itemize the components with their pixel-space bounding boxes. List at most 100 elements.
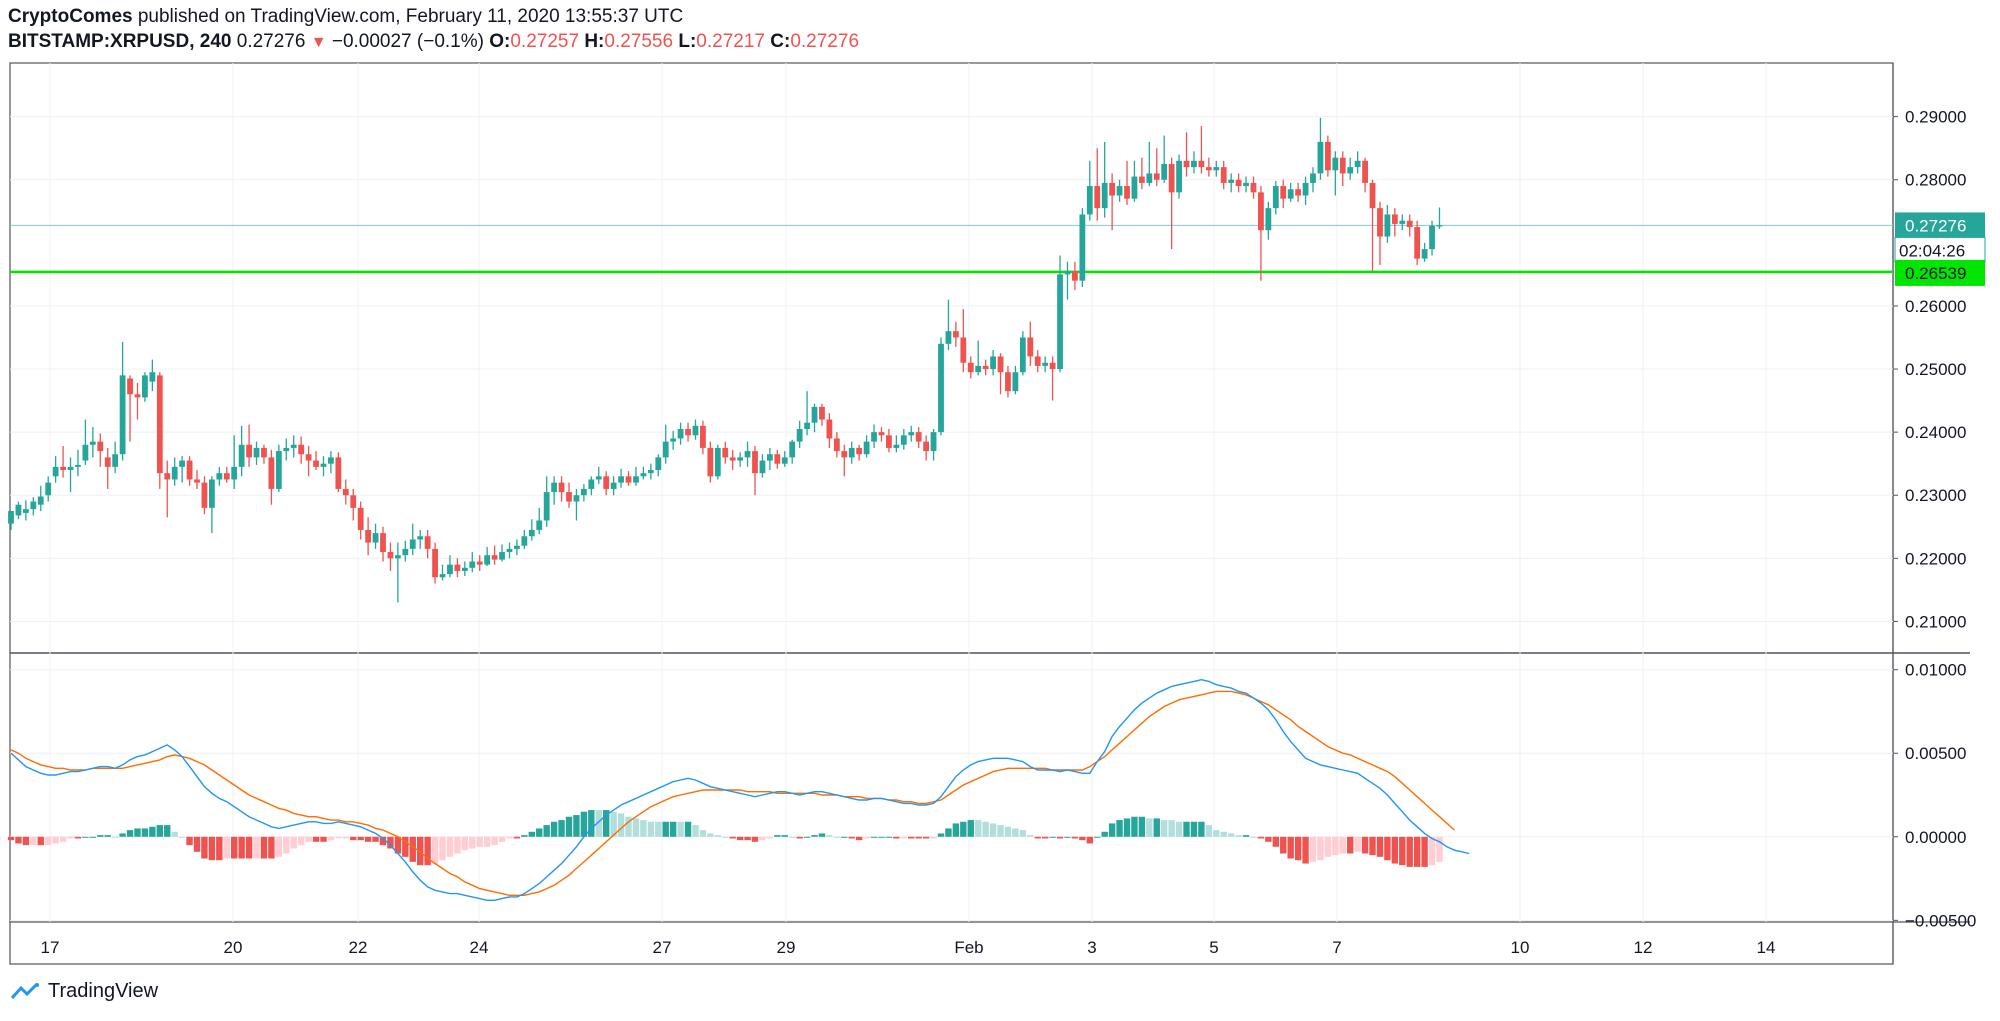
candle bbox=[908, 425, 915, 442]
candle bbox=[1138, 157, 1145, 190]
candle-body bbox=[268, 457, 275, 489]
macd-histogram-bar bbox=[826, 835, 833, 837]
candle bbox=[469, 552, 476, 573]
candle bbox=[305, 446, 312, 477]
macd-histogram-bar bbox=[1175, 821, 1183, 837]
price-tick-label: 0.28000 bbox=[1905, 171, 1966, 190]
candle bbox=[223, 466, 230, 483]
close-label: C: bbox=[770, 31, 791, 52]
candle-body bbox=[856, 447, 863, 455]
macd-histogram-bar bbox=[1317, 836, 1324, 861]
macd-histogram-bar bbox=[513, 836, 521, 839]
macd-histogram-bar bbox=[744, 836, 751, 841]
macd-histogram-bar bbox=[818, 833, 826, 837]
candle-body bbox=[677, 428, 684, 439]
candle-body bbox=[231, 466, 238, 480]
candle-body bbox=[871, 432, 877, 442]
close-value: 0.27276 bbox=[790, 31, 860, 52]
candle bbox=[960, 309, 967, 373]
macd-histogram-bar bbox=[327, 836, 335, 841]
candle bbox=[380, 526, 386, 562]
macd-histogram-bar bbox=[134, 828, 141, 837]
candle-body bbox=[1295, 189, 1302, 196]
candle bbox=[945, 299, 952, 351]
candle bbox=[1265, 201, 1272, 240]
macd-histogram-bar bbox=[640, 820, 647, 837]
candle bbox=[997, 353, 1004, 395]
candle-body bbox=[1042, 362, 1049, 366]
candle-body bbox=[1086, 186, 1093, 215]
candle-body bbox=[387, 552, 394, 559]
candle-body bbox=[967, 362, 974, 373]
candle bbox=[871, 424, 877, 448]
candle-body bbox=[1198, 160, 1205, 168]
candles bbox=[8, 117, 1443, 603]
candle-body bbox=[1235, 179, 1242, 187]
candle-body bbox=[253, 447, 260, 458]
candle bbox=[580, 483, 587, 502]
candle-body bbox=[208, 479, 215, 508]
candle-body bbox=[469, 561, 476, 568]
candle bbox=[328, 451, 334, 474]
symbol-label: BITSTAMP:XRPUSD, 240 bbox=[8, 31, 232, 52]
candle bbox=[573, 488, 580, 521]
macd-histogram-bar bbox=[178, 836, 186, 838]
candle bbox=[789, 439, 796, 464]
candle bbox=[886, 428, 892, 453]
candle-body bbox=[833, 438, 840, 452]
time-tick-label: 17 bbox=[41, 938, 60, 957]
candle bbox=[37, 485, 44, 512]
macd-histogram-bar bbox=[253, 836, 260, 859]
macd-histogram-bar bbox=[59, 836, 67, 842]
macd-histogram-bar bbox=[774, 835, 781, 837]
macd-histogram-bar bbox=[469, 836, 476, 849]
candle-body bbox=[670, 438, 677, 442]
candle-body bbox=[424, 536, 431, 549]
candle-body bbox=[1406, 220, 1413, 228]
macd-histogram-bar bbox=[662, 821, 669, 837]
macd-histogram-bar bbox=[908, 836, 915, 839]
macd-histogram-bar bbox=[402, 836, 409, 857]
macd-histogram-bar bbox=[952, 823, 960, 837]
candle bbox=[283, 438, 290, 461]
candle-body bbox=[915, 432, 922, 442]
candle bbox=[15, 501, 22, 520]
candle bbox=[700, 420, 706, 455]
candle-body bbox=[119, 375, 126, 455]
candle-body bbox=[893, 444, 900, 448]
time-tick-label: 22 bbox=[349, 938, 368, 957]
candle-body bbox=[744, 451, 751, 458]
candle-body bbox=[1250, 182, 1257, 193]
candle bbox=[1049, 356, 1056, 401]
candle-body bbox=[938, 343, 944, 433]
macd-histogram-bar bbox=[1153, 818, 1160, 837]
candle bbox=[1317, 117, 1324, 180]
candle bbox=[1332, 151, 1339, 196]
candle bbox=[156, 372, 163, 489]
candle bbox=[82, 419, 89, 465]
candle bbox=[625, 471, 632, 486]
candle-body bbox=[662, 441, 669, 458]
candle-body bbox=[142, 375, 148, 398]
macd-histogram-bar bbox=[193, 836, 201, 852]
candle bbox=[506, 542, 513, 559]
candle-body bbox=[1161, 163, 1168, 180]
candle bbox=[1101, 141, 1108, 218]
candle-body bbox=[320, 463, 327, 467]
macd-histogram-bar bbox=[1369, 836, 1376, 856]
tradingview-brand[interactable]: TradingView bbox=[10, 980, 158, 1003]
candle bbox=[104, 447, 111, 489]
candle-body bbox=[476, 561, 483, 565]
candle bbox=[781, 451, 788, 467]
macd-histogram-bar bbox=[1183, 821, 1190, 837]
candle bbox=[1287, 182, 1294, 202]
chart-frame bbox=[9, 62, 1894, 965]
candle bbox=[804, 391, 810, 436]
candle-body bbox=[1109, 182, 1116, 196]
price-tick-label: 0.22000 bbox=[1905, 549, 1966, 568]
candle-body bbox=[752, 451, 758, 474]
macd-histogram-bar bbox=[1220, 831, 1227, 837]
time-tick-label: 3 bbox=[1087, 938, 1096, 957]
candle bbox=[313, 451, 319, 471]
